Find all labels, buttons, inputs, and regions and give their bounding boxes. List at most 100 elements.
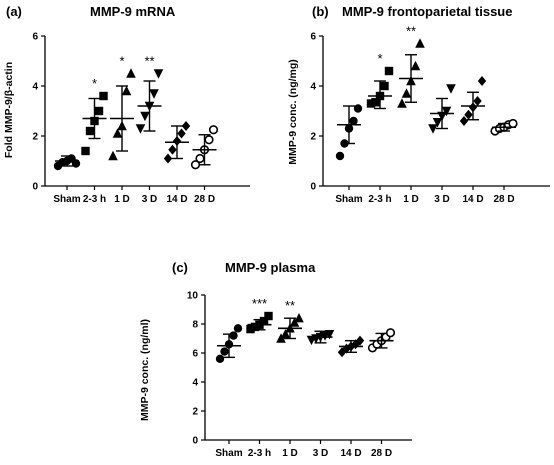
y-axis-label: MMP-9 conc. (ng/mg) [287, 59, 299, 165]
y-tick-label: 0 [192, 436, 198, 447]
x-tick-label: 3 D [434, 194, 450, 205]
x-tick-label: 14 D [340, 448, 361, 459]
chart-title: MMP-9 frontoparietal tissue [342, 4, 512, 19]
panel-c: (c) MMP-9 plasma 0 2 4 6 8 10 MMP-9 conc. (ng/ml… [139, 260, 412, 459]
data-point [294, 313, 304, 323]
y-tick-label: 4 [32, 82, 38, 93]
data-point [508, 118, 518, 129]
significance-label: * [92, 76, 97, 91]
data-point [177, 128, 186, 139]
data-point [410, 60, 421, 71]
x-tick-label: Sham [53, 194, 80, 205]
y-tick-label: 6 [192, 349, 198, 360]
data-point [464, 109, 473, 120]
y-tick-label: 2 [310, 132, 316, 143]
x-tick-label: 28 D [493, 194, 514, 205]
data-point [81, 146, 90, 156]
panel-b: (b) MMP-9 frontoparietal tissue 0 2 4 6 MMP-9 … [287, 4, 550, 205]
data-point [355, 335, 365, 346]
data-point [220, 347, 229, 356]
x-tick-label: 2-3 h [248, 448, 271, 459]
y-tick-label: 2 [32, 132, 38, 143]
data-point [99, 91, 108, 101]
y-tick-label: 6 [310, 32, 316, 43]
y-axis-label: Fold MMP-9/β-actin [3, 62, 15, 158]
data-point [335, 151, 345, 161]
significance-label: *** [252, 296, 267, 311]
data-point [149, 89, 159, 99]
data-point [432, 118, 443, 128]
x-tick-label: Sham [215, 448, 242, 459]
y-tick-label: 0 [32, 182, 38, 193]
data-point [473, 96, 482, 106]
data-point [229, 331, 238, 340]
data-point [108, 150, 118, 161]
data-point [250, 322, 260, 332]
y-axis-label: MMP-9 conc. (ng/ml) [139, 319, 151, 421]
x-tick-label: 1 D [403, 194, 419, 205]
data-point [168, 144, 177, 155]
data-point [384, 66, 394, 76]
chart-title: MMP-9 mRNA [90, 4, 176, 19]
data-point [259, 316, 269, 326]
data-point [135, 124, 146, 134]
x-tick-label: 1 D [282, 448, 298, 459]
y-tick-label: 4 [192, 378, 198, 389]
data-point [366, 99, 376, 108]
x-tick-label: 2-3 h [83, 194, 106, 205]
data-point [459, 116, 469, 126]
x-tick-label: 14 D [166, 194, 187, 205]
data-point [195, 153, 205, 164]
significance-label: * [377, 51, 382, 66]
x-tick-label: 1 D [114, 194, 130, 205]
data-point [353, 104, 363, 113]
x-tick-label: 14 D [462, 194, 483, 205]
data-point [428, 124, 438, 134]
significance-label: ** [144, 54, 154, 69]
x-tick-label: 3 D [313, 448, 329, 459]
data-point [163, 153, 173, 164]
significance-label: ** [406, 24, 416, 39]
panel-label: (b) [312, 4, 329, 19]
data-point [121, 85, 132, 96]
y-tick-label: 4 [310, 82, 316, 93]
panel-label: (c) [172, 260, 188, 275]
data-point [397, 98, 407, 108]
chart-title: MMP-9 plasma [225, 260, 316, 275]
significance-label: * [119, 54, 124, 69]
x-tick-label: 3 D [142, 194, 158, 205]
data-point [380, 81, 389, 91]
data-point [415, 38, 425, 48]
y-tick-label: 10 [187, 291, 199, 302]
data-point [324, 329, 335, 340]
data-point [204, 135, 214, 145]
data-point [112, 128, 123, 138]
data-point [126, 68, 136, 78]
data-point [94, 106, 104, 116]
y-tick-label: 2 [192, 407, 198, 418]
y-tick-label: 8 [192, 320, 198, 331]
data-point [371, 98, 380, 107]
data-point [233, 324, 243, 333]
panel-label: (a) [6, 4, 22, 19]
x-tick-label: 28 D [371, 448, 392, 459]
data-point [280, 328, 291, 339]
x-tick-label: 28 D [194, 194, 215, 205]
significance-label: ** [285, 298, 295, 313]
data-point [153, 69, 164, 79]
data-point [208, 125, 219, 135]
data-point [264, 311, 273, 321]
data-point [441, 106, 452, 117]
data-point [246, 324, 255, 334]
data-point [477, 76, 487, 86]
data-point [401, 88, 412, 98]
y-tick-label: 6 [32, 32, 38, 43]
data-point [140, 111, 150, 122]
y-tick-label: 0 [310, 182, 316, 193]
x-tick-label: 2-3 h [368, 194, 391, 205]
data-point [181, 121, 191, 131]
data-point [385, 328, 396, 338]
data-point [215, 354, 225, 363]
